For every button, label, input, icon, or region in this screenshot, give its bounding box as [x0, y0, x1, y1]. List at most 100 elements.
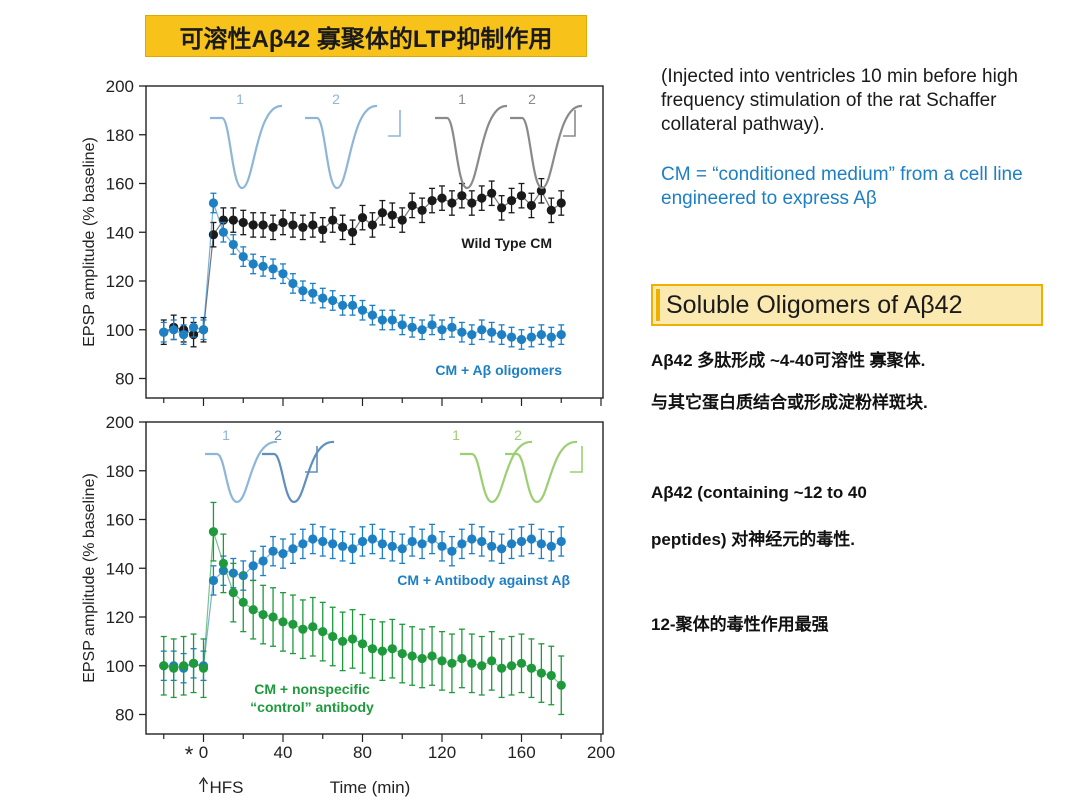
- data-point: [318, 536, 328, 547]
- data-point: [516, 536, 527, 547]
- trace-label: 2: [274, 427, 282, 443]
- data-point: [198, 325, 209, 335]
- data-point: [318, 627, 328, 637]
- data-point: [467, 658, 477, 668]
- hfs-label: HFS: [210, 778, 244, 797]
- chart-panel-2: 80 100 120 140 160 180 200 0 40 80 120 160 200 EPSP a…: [81, 413, 615, 797]
- x-tick-label: 200: [587, 743, 615, 762]
- data-point: [328, 631, 338, 642]
- epsp-trace: [510, 104, 583, 190]
- data-point: [556, 330, 566, 340]
- data-point: [526, 200, 537, 211]
- fact-line-3: Aβ42 (containing ~12 to 40: [651, 483, 867, 502]
- data-point: [377, 646, 387, 656]
- data-point: [357, 213, 368, 223]
- scale-bar: [570, 446, 583, 473]
- data-point: [367, 310, 378, 320]
- data-point: [308, 622, 318, 632]
- data-point: [377, 208, 387, 218]
- data-point: [347, 634, 358, 644]
- data-point: [427, 651, 437, 661]
- series-label: CM + Aβ oligomers: [435, 362, 562, 378]
- chart-panel-1: 80 100 120 140 160 180 200 EPSP amplitude (% ba…: [81, 77, 604, 406]
- data-point: [208, 575, 219, 586]
- data-point: [497, 203, 507, 213]
- data-point: [506, 195, 517, 206]
- fact-line-2: 与其它蛋白质结合或形成淀粉样斑块.: [651, 393, 928, 412]
- data-point: [407, 322, 417, 332]
- x-tick-label: 80: [353, 743, 372, 762]
- data-point: [387, 541, 397, 551]
- data-point: [357, 536, 368, 547]
- data-point: [268, 612, 278, 622]
- data-point: [228, 215, 238, 225]
- hfs-arrow: [198, 776, 209, 792]
- data-point: [516, 334, 527, 345]
- data-point: [387, 315, 397, 325]
- series-1: [159, 177, 566, 348]
- y-axis-label: EPSP amplitude (% baseline): [81, 473, 98, 683]
- data-point: [318, 225, 328, 235]
- data-point: [516, 191, 527, 201]
- box-title: Soluble Oligomers of Aβ42: [666, 290, 963, 319]
- data-point: [268, 222, 278, 232]
- data-point: [487, 656, 497, 666]
- series-label: CM + Antibody against Aβ: [397, 572, 570, 588]
- data-point: [447, 322, 457, 332]
- epsp-trace: [210, 104, 283, 190]
- fact-line-1: Aβ42 多肽形成 ~4-40可溶性 寡聚体.: [651, 351, 926, 370]
- data-point: [238, 252, 248, 262]
- data-point: [179, 330, 189, 340]
- data-point: [258, 609, 268, 620]
- data-point: [367, 644, 378, 654]
- series-label: CM + nonspecific: [254, 681, 370, 697]
- x-axis-label: Time (min): [330, 778, 411, 797]
- data-point: [387, 210, 397, 220]
- data-point: [477, 536, 487, 547]
- data-point: [556, 680, 566, 690]
- y-tick-label: 180: [106, 462, 134, 481]
- data-point: [417, 653, 427, 664]
- data-point: [477, 193, 487, 203]
- data-point: [536, 539, 546, 549]
- data-point: [179, 661, 189, 671]
- plot-frame: [145, 85, 604, 399]
- data-point: [288, 220, 298, 230]
- y-axis-label: EPSP amplitude (% baseline): [81, 137, 98, 347]
- data-point: [288, 619, 298, 629]
- scale-bar: [305, 446, 318, 473]
- data-point: [288, 544, 298, 554]
- y-tick-label: 180: [106, 126, 134, 145]
- data-point: [328, 539, 338, 549]
- data-point: [536, 668, 546, 678]
- y-tick-label: 100: [106, 321, 134, 340]
- trace-label: 1: [452, 427, 460, 443]
- data-point: [308, 534, 318, 544]
- data-point: [159, 661, 169, 671]
- data-point: [248, 605, 258, 615]
- y-tick-label: 80: [115, 370, 134, 389]
- data-point: [347, 300, 358, 310]
- data-point: [278, 217, 288, 228]
- data-point: [546, 670, 556, 681]
- data-point: [208, 198, 219, 208]
- data-point: [238, 597, 248, 607]
- data-point: [278, 549, 288, 559]
- data-point: [159, 327, 169, 337]
- epsp-trace: [262, 440, 335, 504]
- data-point: [457, 327, 467, 337]
- trace-label: 1: [236, 91, 244, 107]
- data-point: [516, 658, 527, 668]
- data-point: [497, 330, 507, 340]
- data-point: [397, 544, 407, 554]
- epsp-trace: [505, 440, 578, 504]
- data-point: [526, 663, 537, 673]
- data-point: [487, 327, 497, 337]
- data-point: [338, 300, 348, 310]
- data-point: [487, 541, 497, 551]
- data-point: [506, 332, 517, 342]
- data-point: [397, 648, 407, 659]
- trace-label: 2: [514, 427, 522, 443]
- x-tick-label: 40: [274, 743, 293, 762]
- data-point: [437, 193, 447, 203]
